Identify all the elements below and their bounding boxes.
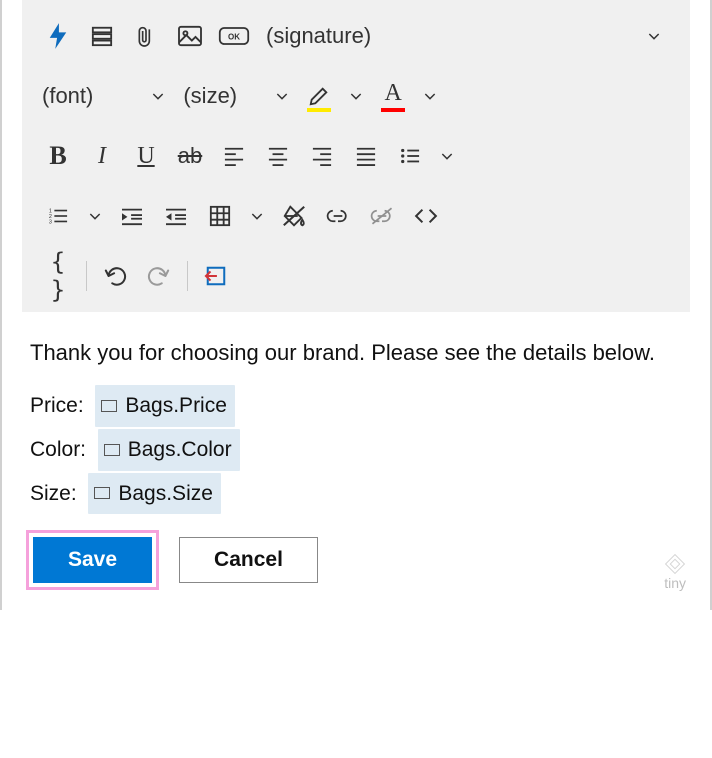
merge-token[interactable]: Bags.Size bbox=[88, 473, 221, 515]
indent-button[interactable] bbox=[110, 194, 154, 238]
merge-fields: Price: Bags.Price Color: Bags.Color Size… bbox=[22, 379, 690, 526]
signature-dropdown[interactable]: (signature) bbox=[256, 14, 381, 58]
outdent-button[interactable] bbox=[154, 194, 198, 238]
align-center-button[interactable] bbox=[256, 134, 300, 178]
save-button[interactable]: Save bbox=[33, 537, 152, 583]
undo-icon[interactable] bbox=[93, 254, 137, 298]
align-right-button[interactable] bbox=[300, 134, 344, 178]
field-row-size: Size: Bags.Size bbox=[30, 473, 682, 515]
bold-button[interactable]: B bbox=[36, 134, 80, 178]
toolbar-row-4: 123 bbox=[28, 186, 684, 246]
editor-panel: OK (signature) (font) (size) bbox=[0, 0, 712, 610]
merge-token[interactable]: Bags.Price bbox=[95, 385, 235, 427]
toolbar-row-2: (font) (size) A bbox=[28, 66, 684, 126]
paint-bucket-icon[interactable] bbox=[272, 194, 316, 238]
rows-icon[interactable] bbox=[80, 14, 124, 58]
link-icon[interactable] bbox=[316, 194, 360, 238]
toolbar-row-3: B I U ab bbox=[28, 126, 684, 186]
toolbar: OK (signature) (font) (size) bbox=[22, 0, 690, 312]
braces-icon[interactable]: { } bbox=[36, 254, 80, 298]
strikethrough-button[interactable]: ab bbox=[168, 134, 212, 178]
list-chevron-icon[interactable] bbox=[432, 134, 462, 178]
editor-body[interactable]: Thank you for choosing our brand. Please… bbox=[22, 312, 690, 379]
image-icon[interactable] bbox=[168, 14, 212, 58]
ok-button-icon[interactable]: OK bbox=[212, 14, 256, 58]
font-chevron-icon[interactable] bbox=[143, 74, 173, 118]
attachment-icon[interactable] bbox=[124, 14, 168, 58]
redo-icon[interactable] bbox=[137, 254, 181, 298]
align-justify-button[interactable] bbox=[344, 134, 388, 178]
merge-token[interactable]: Bags.Color bbox=[98, 429, 240, 471]
svg-text:OK: OK bbox=[228, 33, 240, 42]
divider bbox=[86, 261, 87, 291]
numlist-chevron-icon[interactable] bbox=[80, 194, 110, 238]
table-icon[interactable] bbox=[198, 194, 242, 238]
bolt-icon[interactable] bbox=[36, 14, 80, 58]
toolbar-row-1: OK (signature) bbox=[28, 6, 684, 66]
align-left-button[interactable] bbox=[212, 134, 256, 178]
cancel-button[interactable]: Cancel bbox=[179, 537, 318, 583]
exit-icon[interactable] bbox=[194, 254, 238, 298]
table-chevron-icon[interactable] bbox=[242, 194, 272, 238]
field-label: Size: bbox=[30, 481, 77, 504]
numbered-list-button[interactable]: 123 bbox=[36, 194, 80, 238]
bullet-list-button[interactable] bbox=[388, 134, 432, 178]
underline-button[interactable]: U bbox=[124, 134, 168, 178]
field-row-color: Color: Bags.Color bbox=[30, 429, 682, 471]
field-row-price: Price: Bags.Price bbox=[30, 385, 682, 427]
save-highlight: Save bbox=[26, 530, 159, 590]
text-color-button[interactable]: A bbox=[371, 74, 415, 118]
size-dropdown[interactable]: (size) bbox=[173, 74, 247, 118]
unlink-icon[interactable] bbox=[360, 194, 404, 238]
toolbar-row-5: { } bbox=[28, 246, 684, 306]
size-chevron-icon[interactable] bbox=[267, 74, 297, 118]
footer: Save Cancel tiny bbox=[22, 526, 690, 590]
code-icon[interactable] bbox=[404, 194, 448, 238]
field-label: Color: bbox=[30, 438, 86, 461]
field-label: Price: bbox=[30, 394, 84, 417]
italic-button[interactable]: I bbox=[80, 134, 124, 178]
font-dropdown[interactable]: (font) bbox=[36, 74, 103, 118]
body-text: Thank you for choosing our brand. Please… bbox=[30, 340, 655, 365]
textcolor-chevron-icon[interactable] bbox=[415, 74, 445, 118]
divider bbox=[187, 261, 188, 291]
tiny-logo: tiny bbox=[664, 554, 686, 590]
highlight-chevron-icon[interactable] bbox=[341, 74, 371, 118]
highlight-color-button[interactable] bbox=[297, 74, 341, 118]
svg-text:3: 3 bbox=[49, 219, 52, 225]
chevron-down-icon[interactable] bbox=[632, 14, 676, 58]
